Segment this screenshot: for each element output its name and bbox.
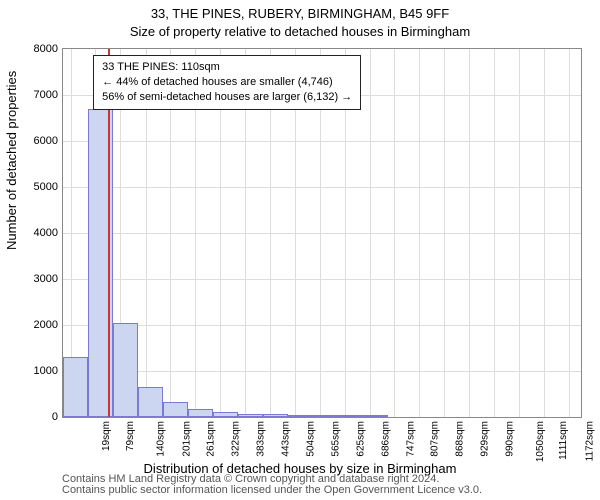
gridline-v	[370, 49, 371, 417]
x-tick-label: 686sqm	[380, 421, 391, 457]
x-tick-label: 1172sqm	[584, 421, 595, 461]
annotation-title: 33 THE PINES: 110sqm	[102, 60, 352, 75]
gridline-v	[519, 49, 520, 417]
attribution-text: Contains HM Land Registry data © Crown c…	[62, 474, 482, 496]
y-tick-label: 8000	[34, 43, 63, 55]
gridline-v	[444, 49, 445, 417]
y-tick-label: 3000	[34, 273, 63, 285]
x-tick-label: 19sqm	[101, 421, 112, 451]
histogram-bar	[238, 414, 263, 417]
gridline-h	[63, 141, 581, 142]
y-tick-label: 7000	[34, 89, 63, 101]
annotation-smaller: ← 44% of detached houses are smaller (4,…	[102, 75, 352, 90]
x-tick-label: 1050sqm	[535, 421, 546, 462]
y-tick-label: 5000	[34, 181, 63, 193]
x-tick-label: 868sqm	[455, 421, 466, 457]
x-tick-label: 79sqm	[125, 421, 136, 451]
gridline-h	[63, 279, 581, 280]
annotation-larger: 56% of semi-detached houses are larger (…	[102, 90, 352, 105]
histogram-bar	[263, 414, 288, 417]
gridline-v	[469, 49, 470, 417]
x-tick-label: 990sqm	[505, 421, 516, 457]
x-tick-label: 504sqm	[305, 421, 316, 457]
x-tick-label: 807sqm	[430, 421, 441, 457]
y-axis-label: Number of detached properties	[4, 71, 19, 250]
gridline-v	[394, 49, 395, 417]
x-tick-label: 929sqm	[480, 421, 491, 457]
y-tick-label: 6000	[34, 135, 63, 147]
histogram-bar	[213, 412, 238, 417]
histogram-bar	[138, 387, 163, 417]
x-tick-label: 747sqm	[405, 421, 416, 457]
gridline-v	[419, 49, 420, 417]
plot-area: 01000200030004000500060007000800019sqm79…	[62, 48, 582, 418]
histogram-bar	[288, 415, 313, 417]
property-annotation: 33 THE PINES: 110sqm ← 44% of detached h…	[93, 55, 361, 110]
gridline-v	[544, 49, 545, 417]
y-tick-label: 4000	[34, 227, 63, 239]
x-tick-label: 140sqm	[156, 421, 167, 457]
property-size-chart: 33, THE PINES, RUBERY, BIRMINGHAM, B45 9…	[0, 0, 600, 500]
histogram-bar	[113, 323, 138, 417]
histogram-bar	[363, 415, 388, 417]
gridline-h	[63, 187, 581, 188]
y-tick-label: 0	[52, 411, 63, 423]
x-tick-label: 383sqm	[256, 421, 267, 457]
gridline-h	[63, 371, 581, 372]
x-tick-label: 565sqm	[330, 421, 341, 457]
x-tick-label: 201sqm	[181, 421, 192, 457]
histogram-bar	[188, 409, 213, 417]
y-tick-label: 2000	[34, 319, 63, 331]
gridline-v	[494, 49, 495, 417]
gridline-h	[63, 233, 581, 234]
histogram-bar	[313, 415, 338, 417]
x-tick-label: 1111sqm	[558, 421, 569, 460]
x-tick-label: 443sqm	[280, 421, 291, 457]
y-tick-label: 1000	[34, 365, 63, 377]
x-tick-label: 322sqm	[231, 421, 242, 457]
gridline-h	[63, 325, 581, 326]
histogram-bar	[338, 415, 363, 417]
chart-title: 33, THE PINES, RUBERY, BIRMINGHAM, B45 9…	[0, 6, 600, 21]
histogram-bar	[63, 357, 88, 417]
x-tick-label: 625sqm	[355, 421, 366, 457]
x-tick-label: 261sqm	[206, 421, 217, 457]
histogram-bar	[163, 402, 188, 417]
chart-subtitle: Size of property relative to detached ho…	[0, 24, 600, 39]
gridline-v	[569, 49, 570, 417]
